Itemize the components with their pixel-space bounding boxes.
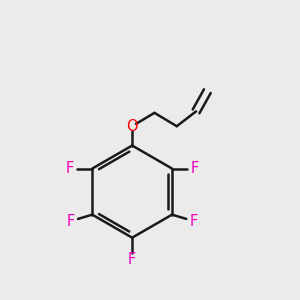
Text: F: F — [189, 214, 197, 229]
Text: F: F — [128, 253, 136, 268]
Text: O: O — [126, 119, 138, 134]
Text: F: F — [67, 214, 75, 229]
Text: F: F — [190, 161, 199, 176]
Text: F: F — [66, 161, 74, 176]
